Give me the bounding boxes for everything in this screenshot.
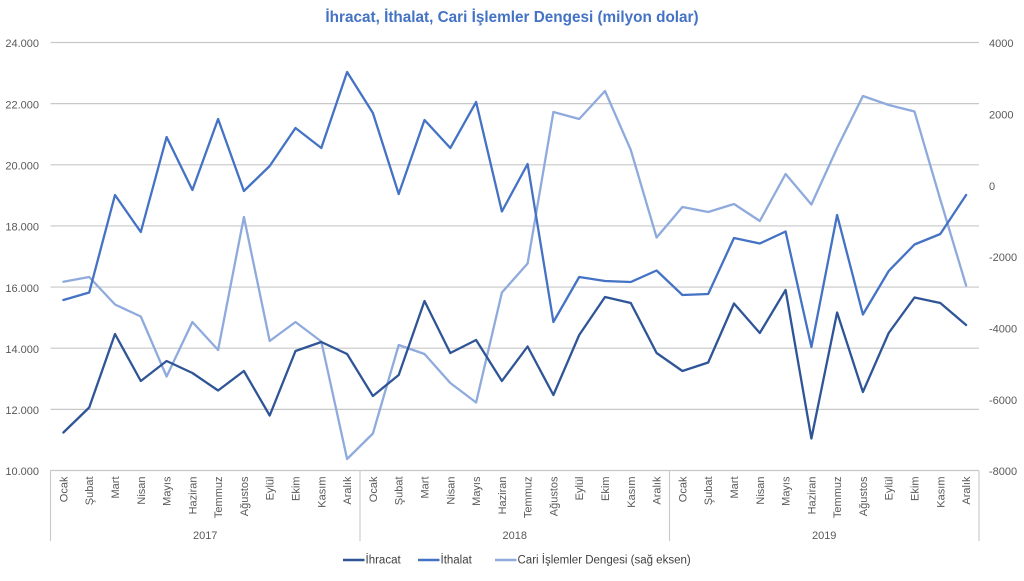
svg-text:Şubat: Şubat xyxy=(703,477,715,506)
svg-text:22.000: 22.000 xyxy=(5,99,39,111)
svg-text:İthalat: İthalat xyxy=(441,554,473,567)
svg-text:Aralık: Aralık xyxy=(961,476,973,505)
svg-text:Eylül: Eylül xyxy=(574,477,586,501)
svg-text:Nisan: Nisan xyxy=(136,477,148,505)
svg-text:Cari İşlemler Dengesi (sağ eks: Cari İşlemler Dengesi (sağ eksen) xyxy=(518,554,691,567)
svg-text:Ekim: Ekim xyxy=(600,477,612,501)
svg-text:Ekim: Ekim xyxy=(910,477,922,501)
svg-text:Şubat: Şubat xyxy=(84,477,96,506)
svg-text:Mart: Mart xyxy=(729,477,741,499)
svg-text:20.000: 20.000 xyxy=(5,160,39,172)
svg-text:18.000: 18.000 xyxy=(5,222,39,234)
svg-text:Ocak: Ocak xyxy=(58,476,70,502)
svg-text:Ocak: Ocak xyxy=(368,476,380,502)
svg-text:Ağustos: Ağustos xyxy=(548,476,560,516)
svg-text:16.000: 16.000 xyxy=(5,283,39,295)
svg-text:Nisan: Nisan xyxy=(755,477,767,505)
svg-text:12.000: 12.000 xyxy=(5,405,39,417)
svg-text:0: 0 xyxy=(989,181,995,193)
svg-text:2017: 2017 xyxy=(193,530,217,542)
svg-text:Mayıs: Mayıs xyxy=(781,476,793,506)
svg-text:2018: 2018 xyxy=(503,530,527,542)
svg-text:-2000: -2000 xyxy=(989,252,1017,264)
svg-text:Ağustos: Ağustos xyxy=(239,476,251,516)
svg-text:Aralık: Aralık xyxy=(652,476,664,505)
svg-text:İhracat, İthalat, Cari İşlemle: İhracat, İthalat, Cari İşlemler Dengesi … xyxy=(325,9,698,26)
svg-text:Kasım: Kasım xyxy=(935,477,947,508)
svg-text:Mart: Mart xyxy=(110,477,122,499)
svg-text:Kasım: Kasım xyxy=(626,477,638,508)
svg-text:2000: 2000 xyxy=(989,110,1013,122)
svg-text:-4000: -4000 xyxy=(989,324,1017,336)
svg-text:İhracat: İhracat xyxy=(366,554,402,567)
svg-text:10.000: 10.000 xyxy=(5,466,39,478)
svg-text:Şubat: Şubat xyxy=(394,477,406,506)
svg-text:-6000: -6000 xyxy=(989,395,1017,407)
svg-text:4000: 4000 xyxy=(989,38,1013,50)
svg-text:24.000: 24.000 xyxy=(5,38,39,50)
svg-text:Kasım: Kasım xyxy=(316,477,328,508)
svg-text:Mayıs: Mayıs xyxy=(162,476,174,506)
svg-text:Eylül: Eylül xyxy=(265,477,277,501)
svg-text:Eylül: Eylül xyxy=(884,477,896,501)
svg-text:Ekim: Ekim xyxy=(291,477,303,501)
svg-text:Mart: Mart xyxy=(420,477,432,499)
svg-text:Ağustos: Ağustos xyxy=(858,476,870,516)
svg-text:Nisan: Nisan xyxy=(445,477,457,505)
svg-text:14.000: 14.000 xyxy=(5,344,39,356)
svg-text:Ocak: Ocak xyxy=(677,476,689,502)
svg-text:Aralık: Aralık xyxy=(342,476,354,505)
svg-text:Temmuz: Temmuz xyxy=(832,477,844,519)
svg-text:Temmuz: Temmuz xyxy=(523,477,535,519)
svg-text:2019: 2019 xyxy=(812,530,836,542)
svg-text:Mayıs: Mayıs xyxy=(471,476,483,506)
svg-text:Haziran: Haziran xyxy=(806,477,818,515)
svg-text:Haziran: Haziran xyxy=(187,477,199,515)
svg-text:Temmuz: Temmuz xyxy=(213,477,225,519)
svg-text:-8000: -8000 xyxy=(989,466,1017,478)
svg-text:Haziran: Haziran xyxy=(497,477,509,515)
